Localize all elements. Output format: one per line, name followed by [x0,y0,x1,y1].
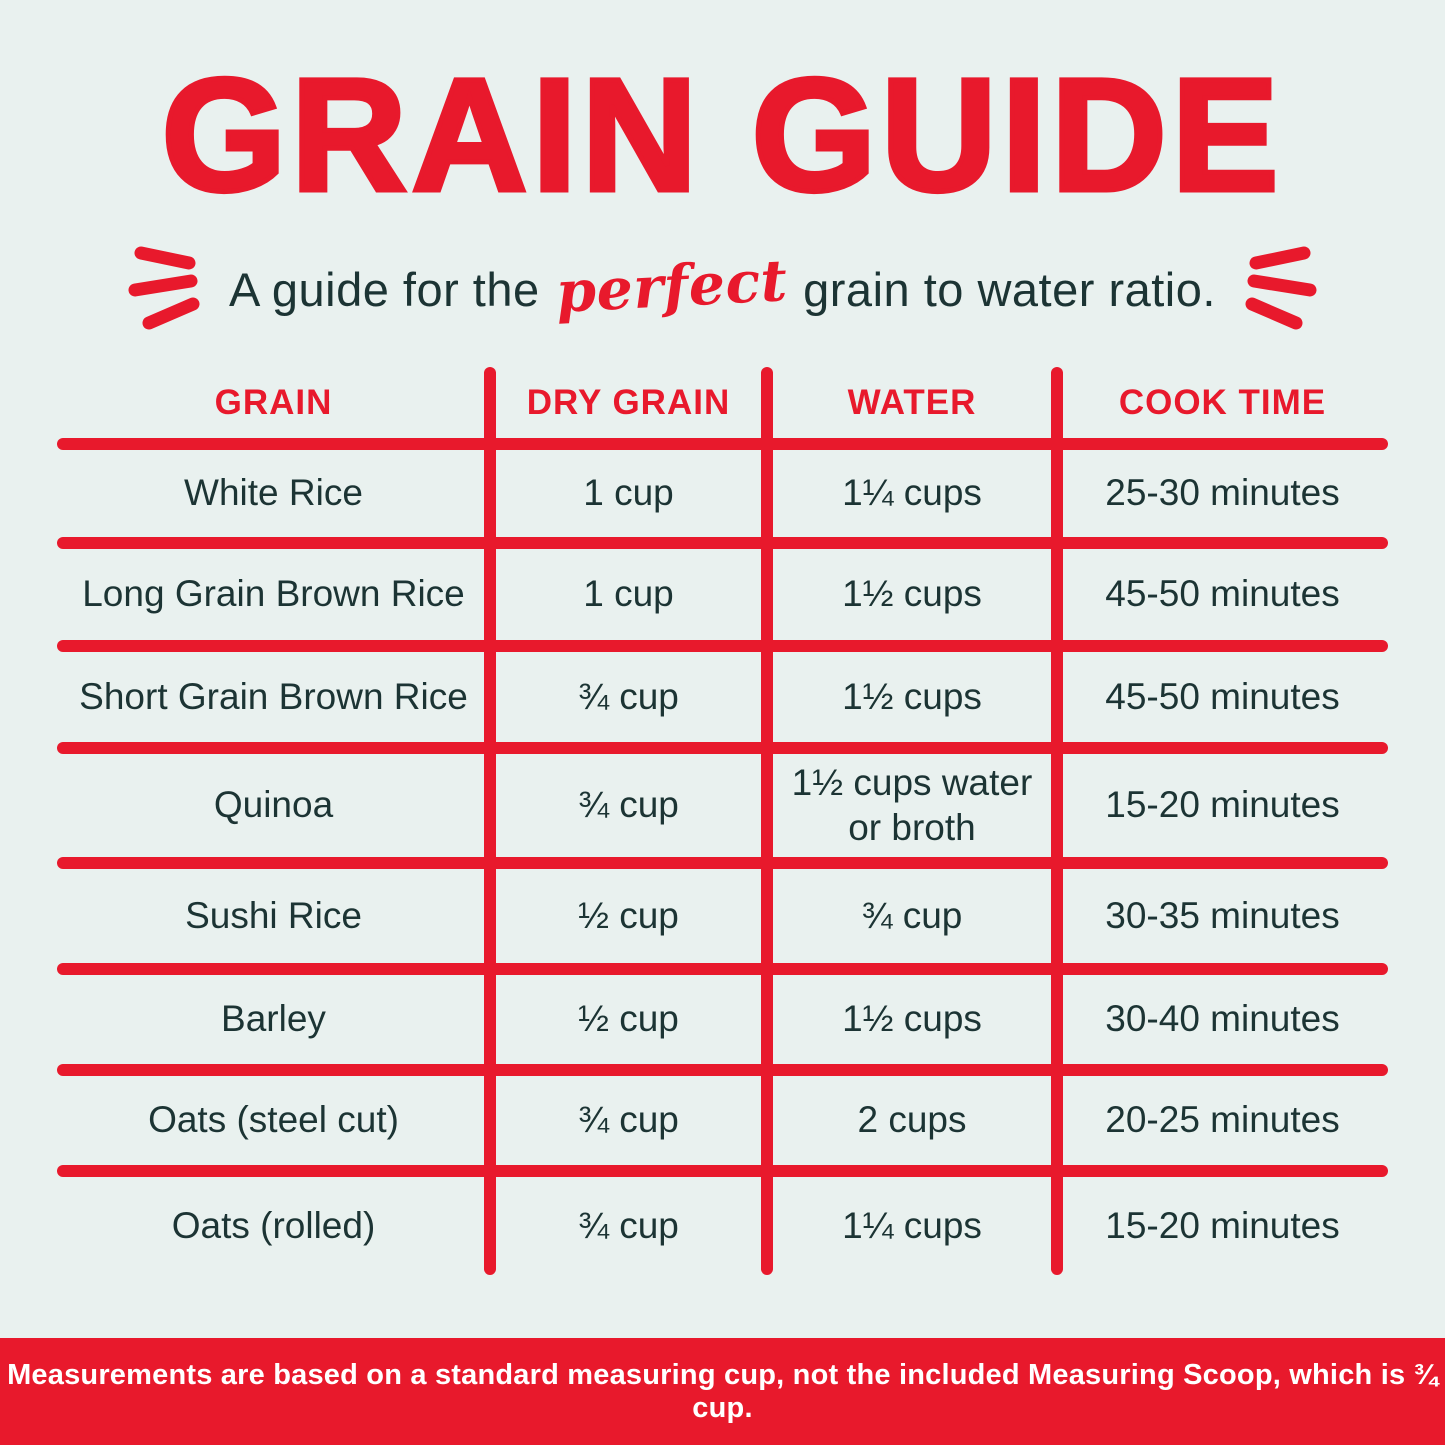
row-divider [57,963,1388,975]
water-cell: 1¼ cups [842,472,982,514]
row-divider [57,1064,1388,1076]
subtitle-suffix: grain to water ratio. [803,262,1216,316]
water-cell: ¾ cup [861,894,963,936]
column-header-dry-grain: DRY GRAIN [526,382,731,422]
column-divider [484,367,496,1275]
table-row: Long Grain Brown Rice 1 cup 1½ cups 45-5… [57,549,1388,640]
grain-cell: Barley [221,998,326,1040]
column-divider [1051,367,1063,1275]
emphasis-dashes-left-icon [128,246,200,330]
table-row: Sushi Rice ½ cup ¾ cup 30-35 minutes [57,869,1388,963]
column-divider [761,367,773,1275]
table-row: Oats (steel cut) ¾ cup 2 cups 20-25 minu… [57,1076,1388,1165]
subtitle-highlight: perfect [554,246,789,326]
cook-time-cell: 30-35 minutes [1105,894,1340,936]
subtitle-prefix: A guide for the [229,262,540,316]
table-row: Quinoa ¾ cup 1½ cups water or broth 15-2… [57,754,1388,857]
cook-time-cell: 45-50 minutes [1105,675,1340,717]
grain-cell: Sushi Rice [185,894,362,936]
water-cell: 1½ cups [842,573,982,615]
grain-cell: White Rice [184,472,363,514]
dry-grain-cell: 1 cup [583,472,674,514]
subtitle-row: A guide for the perfect grain to water rat… [0,238,1445,334]
cook-time-cell: 15-20 minutes [1105,1204,1340,1246]
column-header-cook-time: COOK TIME [1118,382,1327,422]
water-cell: 1¼ cups [842,1204,982,1246]
column-header-water: WATER [847,382,977,422]
subtitle-text: A guide for the perfect grain to water rat… [229,246,1216,325]
dry-grain-cell: ¾ cup [578,784,679,826]
dry-grain-cell: ¾ cup [578,675,679,717]
footer-band: Measurements are based on a standard mea… [0,1338,1445,1445]
row-divider [57,438,1388,450]
water-cell: 1½ cups [842,998,982,1040]
row-divider [57,857,1388,869]
dry-grain-cell: ½ cup [578,998,679,1040]
cook-time-cell: 20-25 minutes [1105,1099,1340,1141]
dry-grain-cell: ½ cup [578,894,679,936]
water-cell: 1½ cups [842,675,982,717]
cook-time-cell: 45-50 minutes [1105,573,1340,615]
table-header-row: GRAIN DRY GRAIN WATER COOK TIME [57,367,1388,438]
dry-grain-cell: ¾ cup [578,1099,679,1141]
row-divider [57,640,1388,652]
table-row: Barley ½ cup 1½ cups 30-40 minutes [57,975,1388,1064]
column-header-grain: GRAIN [214,382,333,422]
cook-time-cell: 25-30 minutes [1105,472,1340,514]
dry-grain-cell: ¾ cup [578,1204,679,1246]
table-row: White Rice 1 cup 1¼ cups 25-30 minutes [57,450,1388,537]
grain-cell: Oats (steel cut) [148,1099,399,1141]
table-row: Short Grain Brown Rice ¾ cup 1½ cups 45-… [57,652,1388,742]
grain-cell: Oats (rolled) [171,1204,376,1246]
row-divider [57,537,1388,549]
grain-cell: Long Grain Brown Rice [82,573,465,615]
grain-cell: Quinoa [213,784,334,826]
grain-cell: Short Grain Brown Rice [79,675,468,717]
footer-note: Measurements are based on a standard mea… [7,1358,1438,1424]
water-cell: 2 cups [857,1099,967,1141]
emphasis-dashes-right-icon [1245,246,1317,330]
row-divider [57,742,1388,754]
water-cell: 1½ cups water or broth [791,762,1033,848]
row-divider [57,1165,1388,1177]
cook-time-cell: 15-20 minutes [1105,784,1340,826]
page-title: GRAIN GUIDE [159,45,1284,224]
table-row: Oats (rolled) ¾ cup 1¼ cups 15-20 minute… [57,1177,1388,1275]
grain-table: GRAIN DRY GRAIN WATER COOK TIME White Ri… [57,367,1388,1275]
dry-grain-cell: 1 cup [583,573,674,615]
cook-time-cell: 30-40 minutes [1105,998,1340,1040]
